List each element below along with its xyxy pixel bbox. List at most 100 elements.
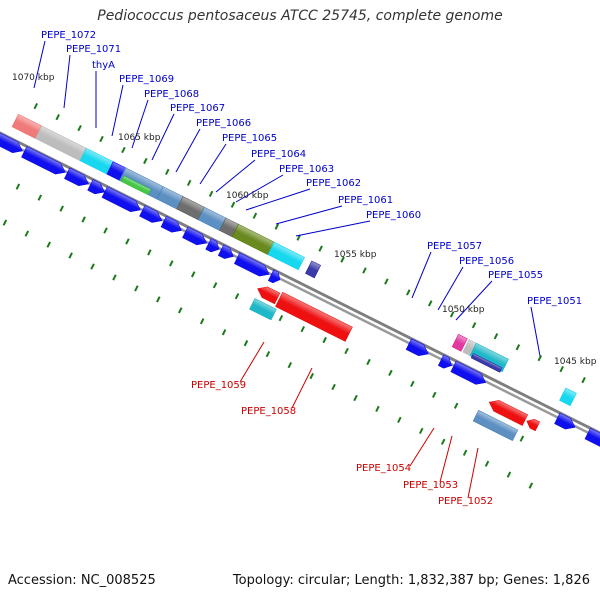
cds-forward-0 xyxy=(0,132,23,153)
feature-layer xyxy=(0,113,600,449)
leader-pepe_1053 xyxy=(439,435,453,483)
forward-tick-22 xyxy=(515,344,521,351)
gene-pepe-1057-block xyxy=(451,333,468,352)
outer-tick-10 xyxy=(199,318,205,325)
forward-tick-15 xyxy=(362,267,367,274)
gene-label-pepe_1062: PEPE_1062 xyxy=(306,178,361,189)
gene-pepe-1055-inner xyxy=(470,353,503,373)
cds-forward-14 xyxy=(450,360,487,385)
outer-tick-11 xyxy=(221,329,227,336)
gene-pepe-1058-block xyxy=(275,291,353,342)
leader-pepe_1062 xyxy=(245,188,311,211)
reverse-tick-17 xyxy=(388,369,393,377)
forward-tick-7 xyxy=(186,179,192,186)
cds-forward-2 xyxy=(64,167,89,187)
scale-label-5: 1045 kbp xyxy=(554,357,597,367)
forward-tick-4 xyxy=(121,146,126,154)
leader-pepe_1068 xyxy=(131,99,149,149)
forward-tick-6 xyxy=(165,168,170,176)
outer-tick-2 xyxy=(24,230,30,237)
gene-pepe-1053-block xyxy=(472,409,519,442)
reverse-tick-13 xyxy=(300,325,305,333)
cds-forward-6 xyxy=(160,215,182,233)
backbone xyxy=(0,131,600,440)
leader-pepe_1072 xyxy=(33,40,46,89)
outer-tick-17 xyxy=(353,394,358,402)
gene-label-pepe_1052: PEPE_1052 xyxy=(438,496,493,507)
outer-tick-16 xyxy=(331,383,336,391)
leader-pepe_1061 xyxy=(275,205,343,225)
outer-tick-8 xyxy=(156,296,161,303)
forward-tick-10 xyxy=(252,212,258,219)
gene-label-pepe_1059: PEPE_1059 xyxy=(191,380,246,391)
reverse-tick-5 xyxy=(125,238,130,245)
leader-pepe_1052 xyxy=(467,447,479,499)
cds-forward-15 xyxy=(554,412,576,430)
gene-thyA-block xyxy=(79,147,114,175)
gene-label-pepe_1071: PEPE_1071 xyxy=(66,44,121,55)
gene-pepe-1068-inner xyxy=(120,175,152,196)
cds-forward-9 xyxy=(217,244,234,259)
cds-forward-13 xyxy=(437,354,453,369)
reverse-tick-14 xyxy=(322,336,327,344)
forward-tick-25 xyxy=(581,376,586,384)
leader-pepe_1057 xyxy=(411,251,432,299)
outer-tick-23 xyxy=(484,460,490,467)
gene-label-pepe_1064: PEPE_1064 xyxy=(251,149,306,160)
reverse-tick-1 xyxy=(37,194,43,201)
leader-pepe_1060 xyxy=(295,220,371,237)
outer-tick-19 xyxy=(397,416,402,424)
leader-pepe_1051 xyxy=(530,306,541,357)
forward-tick-21 xyxy=(493,333,499,340)
leader-pepe_1059 xyxy=(239,341,265,383)
outer-tick-15 xyxy=(309,372,314,380)
cds-forward-1 xyxy=(21,146,66,175)
cds-forward-4 xyxy=(101,186,141,212)
cds-forward-16 xyxy=(584,427,600,449)
outer-tick-3 xyxy=(46,241,51,248)
forward-tick-8 xyxy=(208,190,214,197)
leader-pepe_1055 xyxy=(455,280,493,321)
leader-pepe_1069 xyxy=(111,84,124,137)
leader-layer xyxy=(33,40,541,499)
forward-tick-17 xyxy=(406,289,411,296)
reverse-tick-3 xyxy=(81,216,86,223)
outer-tick-21 xyxy=(440,438,446,445)
gene-pepe-1061-block xyxy=(305,260,321,279)
outer-tick-25 xyxy=(528,482,534,489)
reverse-tick-7 xyxy=(169,260,174,267)
gene-label-pepe_1053: PEPE_1053 xyxy=(403,480,458,491)
cds-forward-12 xyxy=(405,338,429,356)
forward-tick-23 xyxy=(537,355,543,362)
reverse-tick-8 xyxy=(190,271,196,278)
cds-forward-5 xyxy=(139,205,163,223)
leader-pepe_1058 xyxy=(291,367,313,409)
leader-pepe_1064 xyxy=(215,159,256,193)
outer-tick-1 xyxy=(2,219,8,226)
gene-label-pepe_1067: PEPE_1067 xyxy=(170,103,225,114)
topology-summary: Topology: circular; Length: 1,832,387 bp… xyxy=(232,573,590,588)
outer-tick-5 xyxy=(90,263,95,270)
forward-tick-14 xyxy=(340,256,345,263)
forward-tick-19 xyxy=(449,311,455,318)
reverse-tick-2 xyxy=(59,205,64,212)
cds-forward-8 xyxy=(205,238,220,253)
outer-tick-13 xyxy=(265,351,271,358)
gene-label-pepe_1058: PEPE_1058 xyxy=(241,406,296,417)
gene-label-pepe_1061: PEPE_1061 xyxy=(338,195,393,206)
gene-pepe-1051-block xyxy=(559,387,577,407)
scale-label-1: 1065 kbp xyxy=(118,133,161,143)
forward-tick-1 xyxy=(55,113,60,121)
gene-label-pepe_1055: PEPE_1055 xyxy=(488,270,543,281)
scale-label-0: 1070 kbp xyxy=(12,73,55,83)
forward-tick-12 xyxy=(296,234,301,241)
forward-tick-11 xyxy=(274,223,280,230)
forward-tick-16 xyxy=(384,278,389,285)
leader-pepe_1056 xyxy=(437,266,464,311)
gene-label-pepe_1072: PEPE_1072 xyxy=(41,30,96,41)
gene-pepe-1062-block xyxy=(267,241,305,271)
leader-pepe_1065 xyxy=(199,143,227,185)
forward-tick-20 xyxy=(471,322,477,329)
reverse-tick-16 xyxy=(366,358,371,366)
